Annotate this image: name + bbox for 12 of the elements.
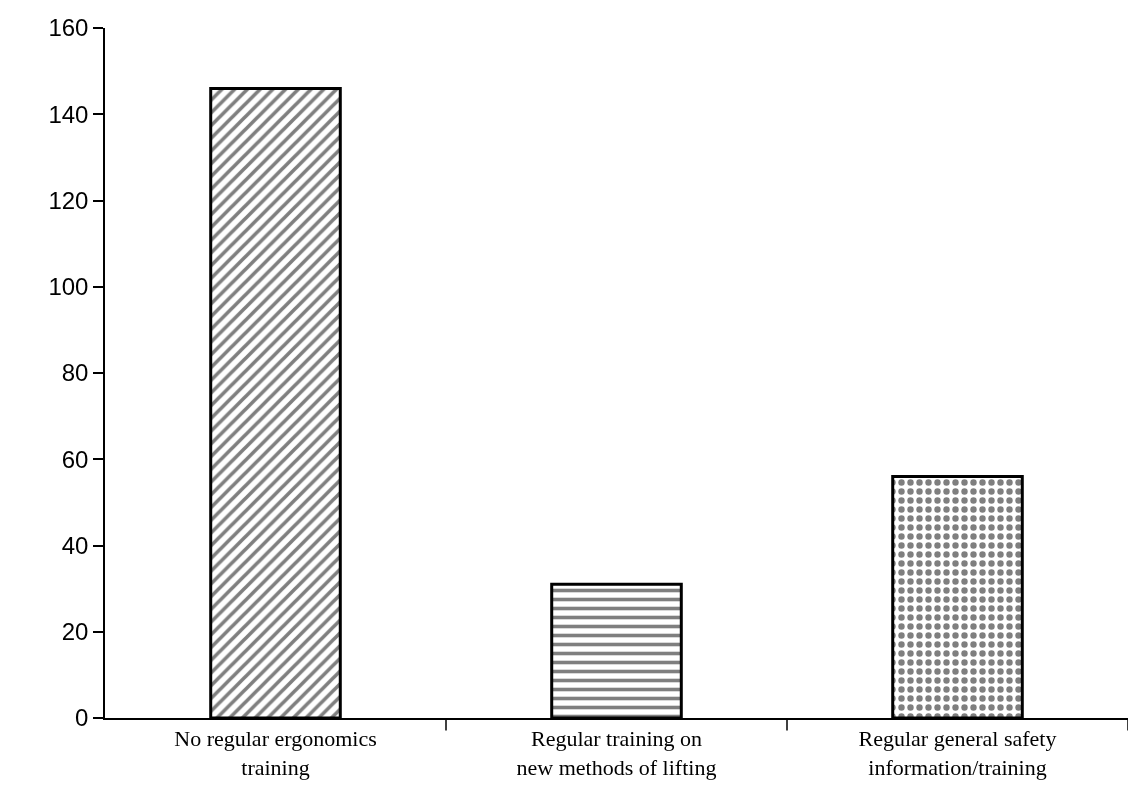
y-tick-label: 160	[48, 14, 89, 42]
y-tick-label: 60	[61, 445, 89, 473]
y-tick-label: 140	[48, 100, 89, 128]
y-tick-label: 20	[61, 618, 89, 646]
y-tick-label: 80	[61, 359, 89, 387]
y-tick-label: 100	[48, 273, 89, 301]
x-tick-label: Regular general safety information/training	[858, 726, 1057, 780]
y-tick-label: 0	[75, 704, 89, 732]
y-tick-label: 120	[48, 186, 89, 214]
x-tick-label: No regular ergonomics training	[174, 726, 377, 780]
y-tick-label: 40	[61, 531, 89, 559]
x-tick-label: Regular training on new methods of lifting	[516, 726, 717, 780]
